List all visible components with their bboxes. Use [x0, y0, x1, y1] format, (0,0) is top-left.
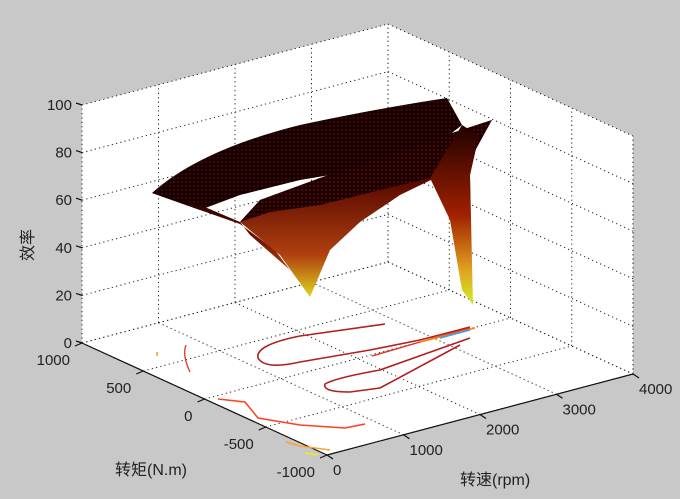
grid-line-floor	[234, 302, 481, 415]
y-tick	[197, 398, 205, 403]
x-tick-label: 2000	[486, 422, 519, 439]
contour-line	[439, 329, 471, 339]
z-tick	[75, 340, 83, 344]
grid-line-floor	[311, 281, 557, 395]
contour-line	[304, 452, 319, 456]
z-tick-label: 100	[47, 97, 72, 114]
z-tick-label: 0	[64, 335, 72, 352]
contour-line	[285, 441, 331, 451]
contour-line	[257, 323, 471, 366]
x-tick	[632, 373, 640, 379]
z-tick-label: 20	[55, 287, 72, 304]
efficiency-surface	[152, 98, 492, 305]
grid-line-floor	[158, 322, 404, 436]
x-tick	[403, 434, 410, 440]
y-tick-label: 500	[106, 380, 131, 397]
z-tick	[75, 292, 83, 296]
grid-line-wall	[387, 261, 634, 375]
z-tick-label: 60	[55, 192, 72, 209]
y-tick	[136, 370, 144, 375]
y-tick	[74, 342, 83, 347]
z-tick-label: 80	[55, 145, 72, 162]
z-tick	[75, 245, 83, 249]
x-axis-label: 转速(rpm)	[460, 471, 530, 489]
y-tick-label: -1000	[277, 464, 315, 481]
grid-line-wall	[387, 213, 634, 327]
contour-line	[217, 398, 366, 429]
y-tick-label: 1000	[37, 352, 70, 369]
contour-line	[323, 337, 471, 393]
z-tick-label: 40	[55, 240, 72, 257]
x-tick-label: 1000	[410, 442, 443, 459]
x-tick-label: 3000	[563, 401, 596, 418]
floor	[82, 262, 633, 455]
y-tick	[319, 454, 328, 459]
y-tick-label: -500	[224, 436, 254, 453]
surface-back-sheet-mesh	[152, 98, 462, 210]
grid-lines	[81, 23, 634, 456]
y-tick-label: 0	[184, 408, 192, 425]
y-axis-label: 转矩(N.m)	[115, 461, 187, 479]
x-tick-label: 4000	[639, 381, 672, 398]
x-tick	[479, 414, 487, 419]
grid-line-wall	[387, 23, 634, 137]
x-tick	[556, 393, 563, 399]
contour-line	[183, 344, 191, 373]
surface-right-cliff	[430, 125, 478, 305]
z-axis-label: 效率	[19, 229, 37, 261]
z-tick	[75, 150, 83, 154]
x-tick	[326, 454, 334, 460]
grid-line-wall	[387, 166, 634, 280]
grid-line-wall	[387, 71, 634, 185]
surface-front-top-dots	[240, 120, 492, 222]
y-tick	[258, 426, 266, 431]
x-tick-label: 0	[333, 462, 341, 479]
z-tick	[75, 102, 83, 106]
floor-contours	[156, 323, 476, 456]
z-tick	[75, 197, 83, 201]
